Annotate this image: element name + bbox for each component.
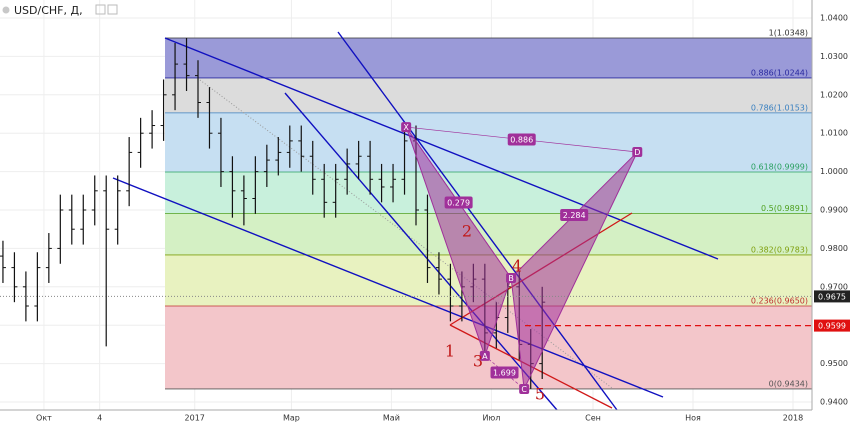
x-tick-label: Июл — [482, 414, 500, 423]
y-tick-label: 0.9900 — [820, 206, 848, 215]
y-tick-label: 0.9700 — [820, 282, 848, 291]
ratio-label: 1.699 — [493, 368, 516, 377]
y-tick-label: 0.9500 — [820, 359, 848, 368]
y-tick-label: 1.0200 — [820, 90, 848, 99]
x-tick-label: Ноя — [685, 414, 701, 423]
fib-zone — [165, 37, 812, 78]
y-tick-label: 1.0000 — [820, 167, 848, 176]
pattern-point — [401, 122, 412, 133]
header: USD/CHF, Д, — [2, 4, 118, 17]
fib-label: 0.886(1.0244) — [751, 68, 808, 77]
pattern-point-label: D — [634, 148, 640, 157]
trend-line — [337, 31, 618, 411]
fib-label: 0.786(1.0153) — [751, 103, 808, 112]
y-tick-label: 0.9400 — [820, 398, 848, 407]
alert-price-label: 0.9599 — [818, 322, 846, 331]
trend-line — [164, 37, 719, 260]
wave-label: 3 — [473, 352, 483, 371]
fib-zone — [165, 171, 812, 214]
x-tick-label: Мар — [283, 414, 300, 423]
x-tick-label: Окт — [36, 414, 52, 423]
fib-label: 0(0.9434) — [769, 379, 808, 388]
pattern-point — [632, 147, 643, 158]
y-tick-label: 1.0100 — [820, 129, 848, 138]
x-tick-label: 2018 — [783, 414, 803, 423]
fib-label: 0.382(0.9783) — [751, 245, 808, 254]
pattern-point-label: A — [482, 352, 488, 361]
pattern-point — [519, 383, 530, 394]
settings-icon[interactable] — [95, 4, 106, 15]
ratio-badge — [490, 366, 519, 379]
ratio-label: 2.284 — [563, 211, 586, 220]
alert-price-badge — [814, 319, 850, 332]
y-tick-label: 1.0300 — [820, 52, 848, 61]
fib-label: 1(1.0348) — [769, 28, 808, 37]
pattern-point-label: X — [403, 123, 409, 132]
fib-zone — [165, 77, 812, 113]
wave-label: 2 — [462, 222, 472, 241]
pattern-point — [506, 272, 517, 283]
trend-line — [112, 177, 664, 398]
wave-label: 1 — [445, 342, 455, 361]
pattern-point-label: C — [521, 385, 527, 394]
fib-label: 0.618(0.9999) — [751, 162, 808, 171]
chart-title: USD/CHF, Д, — [14, 4, 83, 17]
ratio-badge — [507, 133, 536, 146]
x-tick-label: 4 — [97, 414, 102, 423]
ratio-label: 0.886 — [510, 136, 533, 145]
ratio-badge — [560, 209, 589, 222]
ratio-label: 0.279 — [447, 199, 470, 208]
last-price-badge — [814, 290, 850, 303]
background: 1(1.0348) 0.886(1.0244) 0.786(1.0153) 0.618… — [0, 0, 812, 410]
fib-zone — [165, 112, 812, 172]
wave-label: 4 — [512, 257, 522, 276]
last-price-label: 0.9675 — [818, 292, 846, 301]
close-icon[interactable] — [107, 4, 118, 15]
x-tick-label: 2017 — [185, 414, 205, 423]
wave-label: 5 — [535, 385, 545, 404]
fib-label: 0.236(0.9650) — [751, 297, 808, 306]
pattern-point — [479, 350, 490, 361]
ratio-badge — [444, 196, 473, 209]
y-tick-label: 0.9800 — [820, 244, 848, 253]
pattern-point-label: B — [508, 274, 514, 283]
x-tick-label: Май — [383, 414, 400, 423]
x-tick-label: Сен — [585, 414, 601, 423]
fib-label: 0.5(0.9891) — [761, 204, 808, 213]
status-icon — [2, 6, 10, 14]
y-tick-label: 1.0400 — [820, 14, 848, 23]
